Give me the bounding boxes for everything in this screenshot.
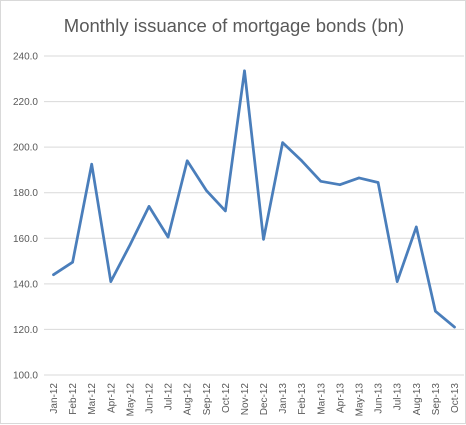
data-point bbox=[300, 159, 303, 163]
data-point bbox=[262, 238, 265, 241]
x-tick-label: Jun-12 bbox=[145, 383, 156, 414]
chart-title: Monthly issuance of mortgage bonds (bn) bbox=[63, 15, 405, 36]
y-tick-label: 220.0 bbox=[13, 97, 38, 108]
data-point bbox=[185, 159, 189, 163]
data-point bbox=[281, 141, 284, 144]
x-tick-label: Nov-12 bbox=[240, 383, 251, 416]
data-point bbox=[357, 176, 361, 180]
data-point bbox=[376, 181, 380, 184]
data-point bbox=[147, 205, 151, 208]
y-tick-label: 200.0 bbox=[13, 143, 38, 154]
x-tick-label: Aug-12 bbox=[183, 383, 194, 416]
x-tick-label: Feb-12 bbox=[68, 383, 79, 415]
x-tick-label: May-12 bbox=[125, 383, 136, 417]
data-point bbox=[52, 273, 55, 276]
x-tick-label: Dec-12 bbox=[259, 383, 270, 416]
data-point bbox=[166, 235, 170, 239]
data-point bbox=[338, 183, 342, 186]
y-tick-label: 120.0 bbox=[13, 325, 38, 336]
data-point bbox=[415, 225, 418, 229]
series-line bbox=[52, 69, 456, 329]
x-tick-label: Sep-12 bbox=[202, 383, 213, 416]
data-point bbox=[109, 280, 113, 283]
x-tick-label: Sep-13 bbox=[431, 383, 442, 416]
data-point bbox=[434, 310, 437, 313]
y-tick-label: 240.0 bbox=[13, 52, 38, 63]
x-tick-label: Jan-13 bbox=[278, 383, 289, 414]
x-tick-label: Jul-13 bbox=[393, 383, 404, 411]
data-point bbox=[128, 243, 132, 247]
y-tick-label: 180.0 bbox=[13, 188, 38, 199]
data-point bbox=[224, 209, 227, 213]
x-tick-label: May-13 bbox=[355, 383, 366, 417]
data-point bbox=[453, 325, 456, 329]
y-tick-label: 160.0 bbox=[13, 234, 38, 245]
x-tick-label: Jun-13 bbox=[374, 383, 385, 414]
x-tick-label: Jan-12 bbox=[49, 383, 60, 414]
data-point bbox=[71, 261, 74, 264]
x-tick-label: Aug-13 bbox=[412, 383, 423, 416]
x-tick-label: Jul-12 bbox=[164, 383, 175, 411]
x-tick-label: Feb-13 bbox=[297, 383, 308, 415]
data-point bbox=[205, 189, 208, 192]
data-point bbox=[395, 280, 399, 283]
x-tick-label: Oct-12 bbox=[221, 383, 232, 413]
y-tick-label: 140.0 bbox=[13, 279, 38, 290]
data-point bbox=[319, 180, 323, 183]
x-tick-label: Mar-12 bbox=[87, 383, 98, 415]
data-point bbox=[90, 163, 93, 166]
x-tick-label: Mar-13 bbox=[316, 383, 327, 415]
data-point bbox=[243, 69, 246, 73]
x-tick-label: Apr-13 bbox=[335, 383, 346, 413]
x-tick-label: Oct-13 bbox=[450, 383, 461, 413]
x-tick-label: Apr-12 bbox=[106, 383, 117, 413]
y-tick-label: 100.0 bbox=[13, 371, 38, 382]
